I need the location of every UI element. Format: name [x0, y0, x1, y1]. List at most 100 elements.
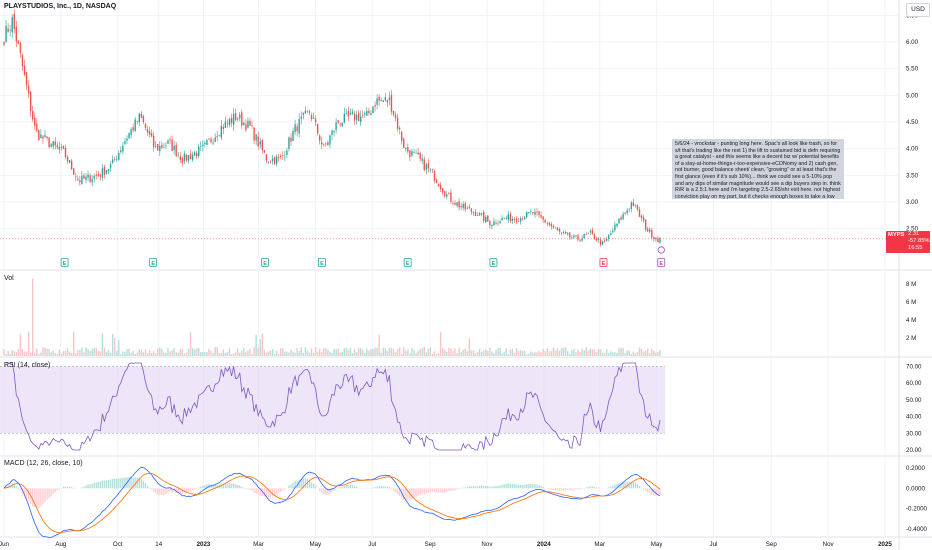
candle-body	[458, 200, 460, 208]
earnings-marker[interactable]: E	[657, 258, 666, 267]
macd-histogram-bar	[81, 487, 83, 489]
candle-body	[120, 150, 122, 153]
macd-histogram-bar	[536, 484, 538, 489]
volume-bar	[567, 351, 569, 356]
candle-body	[177, 154, 179, 156]
macd-histogram-bar	[87, 484, 89, 489]
candle-body	[579, 239, 581, 241]
earnings-marker[interactable]: E	[261, 258, 269, 267]
volume-bar	[169, 351, 171, 356]
macd-histogram-bar	[499, 485, 501, 489]
candle-body	[575, 235, 577, 237]
price-tick-label: 6.00	[906, 39, 919, 46]
time-tick-label: Nov	[481, 541, 493, 548]
volume-bar	[93, 348, 95, 356]
volume-bar	[562, 347, 565, 356]
candle-body	[7, 28, 9, 33]
volume-bar	[56, 354, 58, 356]
volume-bar	[5, 354, 7, 356]
macd-histogram-bar	[173, 488, 175, 492]
candle-body	[347, 110, 350, 117]
candle-body	[48, 137, 50, 148]
earnings-marker[interactable]: E	[60, 258, 69, 267]
candle-body	[351, 111, 354, 114]
earnings-marker-label: E	[320, 261, 324, 267]
macd-histogram-bar	[103, 480, 106, 489]
volume-bar	[524, 350, 526, 356]
earnings-marker[interactable]: E	[149, 258, 158, 267]
candle-body	[148, 131, 151, 135]
macd-histogram-bar	[70, 487, 73, 489]
volume-bar	[460, 351, 462, 356]
macd-histogram-bar	[632, 482, 635, 489]
volume-bar	[495, 349, 497, 356]
macd-histogram-bar	[214, 484, 216, 489]
candle-body	[558, 229, 561, 232]
currency-badge[interactable]: USD	[906, 3, 930, 17]
macd-histogram-bar	[624, 481, 626, 489]
macd-histogram-bar	[442, 488, 444, 493]
candle-body	[622, 213, 624, 220]
rsi-pane[interactable]	[0, 362, 665, 451]
candle-body	[325, 143, 327, 145]
volume-bar	[501, 353, 503, 356]
candle-body	[480, 213, 483, 215]
macd-histogram-bar	[351, 484, 354, 489]
candle-body	[517, 221, 520, 222]
macd-histogram-bar	[472, 486, 475, 489]
price-pane[interactable]	[0, 9, 899, 247]
volume-bar	[536, 352, 538, 356]
candle-body	[632, 202, 635, 207]
candle-body	[75, 176, 77, 178]
macd-histogram-bar	[64, 486, 67, 489]
candle-body	[202, 144, 204, 147]
candle-body	[349, 112, 352, 115]
earnings-marker[interactable]: E	[403, 258, 412, 267]
volume-bar	[659, 349, 661, 356]
macd-label: MACD (12, 26, close, 10)	[4, 460, 83, 467]
macd-histogram-bar	[181, 488, 184, 494]
volume-bar	[216, 347, 218, 356]
macd-histogram-bar	[659, 488, 661, 495]
candle-body	[239, 114, 241, 119]
macd-histogram-bar	[294, 480, 296, 489]
volume-bar	[150, 352, 153, 356]
volume-bar	[101, 333, 104, 356]
volume-bar	[624, 353, 626, 356]
candle-body	[362, 115, 364, 117]
volume-bar	[616, 353, 618, 356]
volume-bar	[230, 354, 233, 356]
volume-pane[interactable]	[3, 278, 661, 356]
earnings-marker[interactable]: E	[489, 258, 498, 267]
volume-bar	[316, 351, 319, 356]
macd-histogram-bar	[302, 478, 304, 489]
macd-histogram-bar	[204, 485, 206, 489]
earnings-marker[interactable]: E	[599, 258, 608, 267]
volume-bar	[128, 348, 130, 356]
candle-body	[651, 230, 653, 238]
macd-histogram-bar	[327, 488, 329, 495]
candle-body	[616, 223, 618, 227]
idea-note[interactable]: 5/6/24 - vrockstar - punting long here. …	[672, 139, 844, 199]
macd-histogram-bar	[329, 488, 331, 494]
volume-bar	[544, 351, 546, 356]
macd-histogram-bar	[405, 488, 407, 500]
macd-histogram-bar	[630, 481, 632, 489]
candle-body	[405, 147, 407, 150]
candle-body	[261, 140, 263, 150]
rsi-tick-label: 50.00	[906, 397, 922, 404]
earnings-marker[interactable]: E	[318, 258, 326, 267]
macd-histogram-bar	[540, 486, 542, 489]
macd-histogram-bar	[493, 486, 495, 489]
volume-bar	[362, 350, 364, 356]
macd-histogram-bar	[556, 488, 559, 491]
candle-body	[66, 156, 69, 162]
candle-body	[237, 118, 239, 120]
macd-pane[interactable]	[3, 466, 661, 539]
volume-bar	[27, 331, 30, 356]
volume-bar	[58, 349, 61, 356]
volume-bar	[62, 350, 65, 356]
volume-bar	[376, 347, 378, 356]
